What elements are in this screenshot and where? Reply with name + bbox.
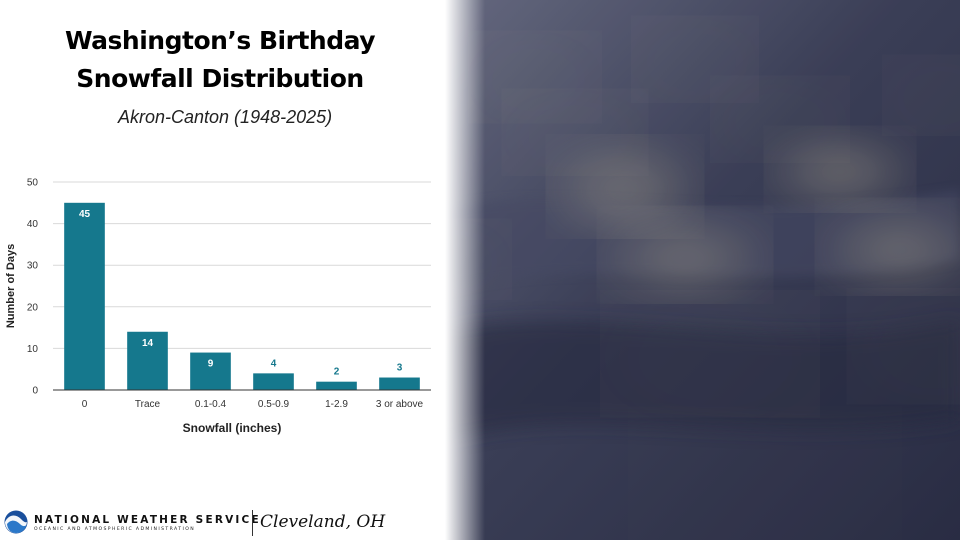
snowfall-bar-chart: 0 10 20 30 40 50 45 14 9 4 2 3 0 Trace 0.1-0.4 0.5-0.… (5, 178, 431, 435)
bar (190, 352, 231, 390)
footer-divider (252, 510, 253, 536)
y-tick-label: 30 (27, 261, 39, 272)
y-tick-label: 0 (32, 386, 38, 397)
office-name: Cleveland, OH (260, 512, 386, 532)
y-tick-label: 50 (27, 178, 39, 189)
chart-bars (64, 202, 420, 390)
bar (253, 373, 294, 390)
slide-title-line-2: Snowfall Distribution (76, 64, 364, 93)
bar (64, 202, 105, 390)
x-tick-label: 0.1-0.4 (195, 399, 227, 410)
x-tick-label: 3 or above (376, 399, 424, 410)
x-axis-label: Snowfall (inches) (183, 421, 282, 435)
american-flag-stars-photo (445, 0, 960, 540)
y-axis-ticks: 0 10 20 30 40 50 (27, 178, 39, 397)
bar-data-label: 9 (208, 359, 214, 370)
slide-title: Washington’s Birthday Snowfall Distribut… (30, 22, 410, 98)
bar-data-label: 45 (79, 209, 91, 220)
x-tick-label: Trace (135, 399, 161, 410)
agency-subtitle: OCEANIC AND ATMOSPHERIC ADMINISTRATION (34, 527, 196, 532)
slide-subtitle: Akron-Canton (1948-2025) (118, 107, 333, 127)
photo-edge-fade (445, 0, 485, 540)
chart-gridlines (53, 181, 431, 349)
x-tick-label: 0.5-0.9 (258, 399, 290, 410)
slide-title-line-1: Washington’s Birthday (65, 26, 376, 55)
noaa-logo-icon (4, 510, 28, 534)
bar-data-label: 3 (397, 363, 403, 374)
bar-data-label: 2 (334, 367, 340, 378)
chart-data-labels: 45 14 9 4 2 3 (79, 209, 403, 378)
footer-branding: NATIONAL WEATHER SERVICE OCEANIC AND ATM… (0, 500, 445, 540)
x-axis-ticks: 0 Trace 0.1-0.4 0.5-0.9 1-2.9 3 or above (82, 399, 424, 410)
y-tick-label: 10 (27, 344, 39, 355)
bar (316, 381, 357, 390)
bar (127, 331, 168, 390)
y-tick-label: 20 (27, 302, 39, 313)
bar (379, 377, 420, 390)
x-tick-label: 1-2.9 (325, 399, 348, 410)
y-tick-label: 40 (27, 219, 39, 230)
y-axis-label: Number of Days (5, 244, 17, 328)
bar-data-label: 4 (271, 358, 277, 369)
bar-data-label: 14 (142, 338, 154, 349)
x-tick-label: 0 (82, 399, 88, 410)
left-panel: Washington’s Birthday Snowfall Distribut… (0, 0, 445, 540)
agency-name: NATIONAL WEATHER SERVICE (34, 514, 261, 526)
